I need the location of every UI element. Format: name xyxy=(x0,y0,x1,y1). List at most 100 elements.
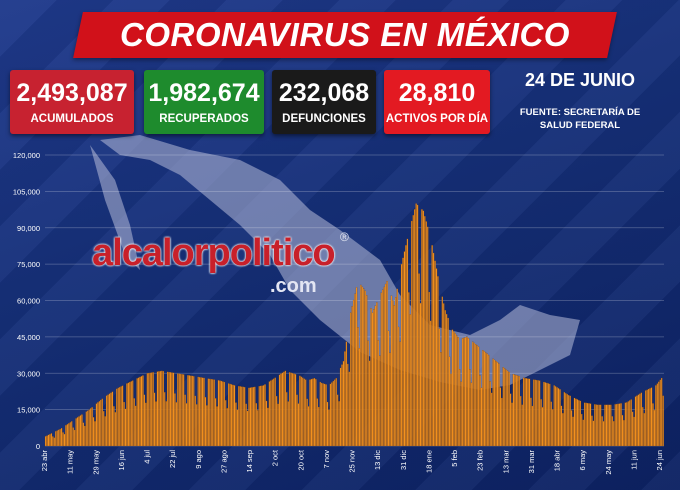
x-tick-label: 2 oct xyxy=(271,449,280,466)
bar xyxy=(642,406,644,447)
bar xyxy=(477,346,480,447)
bar xyxy=(280,373,282,447)
bar xyxy=(364,290,366,447)
stat-acumulados: 2,493,087 ACUMULADOS xyxy=(10,70,134,134)
bar xyxy=(169,372,172,447)
bar xyxy=(286,392,288,447)
bar xyxy=(486,353,489,447)
bar xyxy=(239,386,242,447)
bar xyxy=(227,383,230,447)
bar xyxy=(98,401,101,447)
bar xyxy=(453,331,455,447)
bar xyxy=(219,380,221,447)
bar xyxy=(399,341,401,447)
bar xyxy=(114,412,117,447)
bar xyxy=(350,312,352,447)
x-tick-label: 25 nov xyxy=(348,450,357,473)
bar xyxy=(124,408,127,447)
bar xyxy=(440,352,442,447)
bar xyxy=(585,402,587,447)
bar xyxy=(650,387,653,447)
bar xyxy=(328,409,330,447)
bar xyxy=(197,376,199,447)
x-tick-label: 24 may xyxy=(604,450,613,475)
bar xyxy=(531,405,534,447)
bar xyxy=(94,421,96,447)
bar xyxy=(339,367,342,447)
bar xyxy=(235,402,237,447)
bar xyxy=(472,341,474,447)
bar xyxy=(177,373,179,447)
bar xyxy=(443,303,445,447)
bar xyxy=(629,400,631,447)
bar xyxy=(354,293,356,447)
bar xyxy=(294,374,297,447)
bar xyxy=(536,379,538,447)
bar xyxy=(473,342,475,447)
bar xyxy=(488,354,490,447)
bar xyxy=(164,392,166,447)
bar xyxy=(72,427,74,447)
bar xyxy=(275,395,278,447)
bar xyxy=(261,385,263,447)
bar xyxy=(132,380,134,447)
bar xyxy=(509,393,512,447)
bar xyxy=(403,251,406,447)
bar xyxy=(196,404,198,447)
bar xyxy=(319,381,321,447)
bar xyxy=(117,387,119,447)
bar xyxy=(331,382,333,447)
bar xyxy=(457,337,459,447)
bar xyxy=(550,401,552,447)
bar xyxy=(617,403,619,447)
bar xyxy=(152,372,154,447)
y-tick-label: 60,000 xyxy=(17,297,40,306)
bar xyxy=(174,393,176,447)
bar xyxy=(325,384,327,447)
bar xyxy=(49,434,51,447)
bar xyxy=(525,378,528,447)
bar xyxy=(546,382,548,447)
bar xyxy=(427,226,429,447)
bar xyxy=(379,355,381,447)
bar xyxy=(416,204,419,447)
x-tick-label: 27 ago xyxy=(219,450,228,473)
bar xyxy=(216,406,218,447)
bar xyxy=(79,415,82,447)
bar xyxy=(81,414,83,447)
bar xyxy=(586,402,589,447)
x-tick-label: 9 ago xyxy=(194,450,203,469)
bar xyxy=(425,221,428,447)
bar xyxy=(100,399,102,447)
x-tick-label: 18 ene xyxy=(424,450,433,473)
bar xyxy=(246,410,249,447)
bar xyxy=(89,408,92,447)
bar xyxy=(233,385,236,447)
bar xyxy=(645,390,647,447)
bar xyxy=(454,333,457,447)
bar xyxy=(123,401,125,447)
bar xyxy=(323,383,326,447)
bar xyxy=(412,215,414,447)
x-tick-label: 4 jul xyxy=(143,450,152,464)
bar xyxy=(544,382,547,447)
bar xyxy=(422,210,425,447)
bar xyxy=(501,397,503,447)
bar xyxy=(601,416,603,447)
bar xyxy=(69,422,72,447)
stat-recuperados: 1,982,674 RECUPERADOS xyxy=(144,70,264,134)
bar xyxy=(87,410,89,447)
bar xyxy=(206,405,208,447)
bar xyxy=(482,350,484,447)
bar xyxy=(649,388,651,447)
bar xyxy=(214,398,217,447)
bar xyxy=(400,264,403,447)
y-tick-label: 45,000 xyxy=(17,333,40,342)
bar xyxy=(647,388,650,447)
bar xyxy=(193,376,195,447)
bar xyxy=(287,401,289,447)
bar xyxy=(578,400,580,447)
bar xyxy=(95,403,98,447)
bar xyxy=(313,378,316,447)
x-tick-label: 5 feb xyxy=(450,450,459,467)
